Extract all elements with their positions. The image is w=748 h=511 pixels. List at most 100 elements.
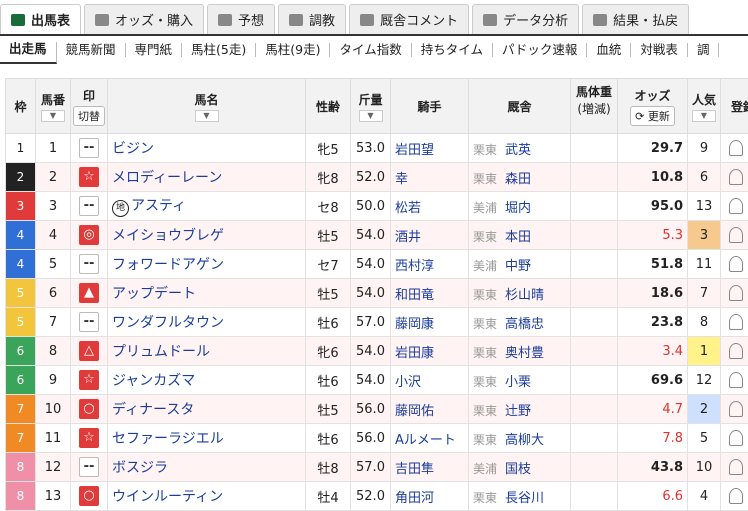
tab[interactable]: 結果・払戻 <box>582 4 689 34</box>
trainer[interactable]: 高橋忠 <box>505 317 544 332</box>
region: 栗東 <box>473 230 497 244</box>
refresh-button[interactable]: ⟳ 更新 <box>630 106 675 126</box>
sub-link[interactable]: 専門紙 <box>126 43 183 57</box>
trainer[interactable]: 堀内 <box>505 201 531 216</box>
register-cell <box>721 308 748 337</box>
horse-name[interactable]: ワンダフルタウン <box>112 315 224 331</box>
horse-name[interactable]: ボスジラ <box>112 460 168 476</box>
mark[interactable]: ☆ <box>79 370 99 390</box>
mark[interactable]: ◎ <box>79 225 99 245</box>
tab[interactable]: オッズ・購入 <box>84 4 204 34</box>
weight: 53.0 <box>351 134 391 163</box>
jockey[interactable]: 岩田望 <box>395 143 434 158</box>
jockey[interactable]: 岩田康 <box>395 346 434 361</box>
sort[interactable]: ▼ <box>359 110 383 122</box>
register-icon[interactable] <box>729 169 743 185</box>
trainer[interactable]: 小栗 <box>505 375 531 390</box>
jockey[interactable]: 吉田隼 <box>395 462 434 477</box>
horse-name[interactable]: アップデート <box>112 286 196 302</box>
horse-name[interactable]: ウインルーティン <box>112 489 223 505</box>
horse-name[interactable]: ジャンカズマ <box>112 373 195 389</box>
jockey[interactable]: 藤岡康 <box>395 317 434 332</box>
trainer[interactable]: 中野 <box>505 259 531 274</box>
tab[interactable]: 調教 <box>278 4 346 34</box>
jockey[interactable]: 小沢 <box>395 375 421 390</box>
tab[interactable]: 出馬表 <box>0 4 81 34</box>
trainer[interactable]: 杉山晴 <box>505 288 544 303</box>
register-icon[interactable] <box>729 227 743 243</box>
toggle-button[interactable]: 切替 <box>73 106 105 126</box>
sort[interactable]: ▼ <box>692 110 716 122</box>
jockey[interactable]: 幸 <box>395 172 408 187</box>
mark[interactable]: -- <box>79 312 99 332</box>
h-weight[interactable]: 斤量▼ <box>351 79 391 134</box>
tab[interactable]: データ分析 <box>472 4 579 34</box>
trainer[interactable]: 武英 <box>505 143 531 158</box>
mark[interactable]: ☆ <box>79 167 99 187</box>
jockey[interactable]: 和田竜 <box>395 288 434 303</box>
trainer[interactable]: 国枝 <box>505 462 531 477</box>
sex-age: 牝8 <box>306 163 351 192</box>
h-pop[interactable]: 人気▼ <box>688 79 721 134</box>
horse-name[interactable]: セファーラジエル <box>112 431 224 447</box>
register-icon[interactable] <box>729 430 743 446</box>
mark[interactable]: △ <box>79 341 99 361</box>
jockey[interactable]: Aルメート <box>395 433 456 448</box>
tab[interactable]: 予想 <box>207 4 275 34</box>
sub-link[interactable]: 馬柱(5走) <box>182 43 256 57</box>
register-icon[interactable] <box>729 256 743 272</box>
horse-name[interactable]: メイショウブレゲ <box>112 228 224 244</box>
jockey[interactable]: 松若 <box>395 201 421 216</box>
register-icon[interactable] <box>729 285 743 301</box>
horse-name[interactable]: ビジン <box>112 141 154 157</box>
register-icon[interactable] <box>729 343 743 359</box>
sub-link[interactable]: 血統 <box>587 43 631 57</box>
jockey[interactable]: 酒井 <box>395 230 421 245</box>
mark[interactable]: ☆ <box>79 428 99 448</box>
h-name[interactable]: 馬名▼ <box>108 79 306 134</box>
sub-link[interactable]: 馬柱(9走) <box>256 43 330 57</box>
register-icon[interactable] <box>729 198 743 214</box>
trainer[interactable]: 本田 <box>505 230 531 245</box>
sort[interactable]: ▼ <box>195 110 219 122</box>
trainer[interactable]: 辻野 <box>505 404 531 419</box>
mark[interactable]: -- <box>79 196 99 216</box>
mark-cell: -- <box>71 308 108 337</box>
sub-link[interactable]: 対戦表 <box>631 43 688 57</box>
jockey[interactable]: 西村淳 <box>395 259 434 274</box>
mark-cell: ☆ <box>71 366 108 395</box>
horse-name[interactable]: メロディーレーン <box>112 170 222 186</box>
sub-link[interactable]: 持ちタイム <box>412 43 493 57</box>
sub-link[interactable]: タイム指数 <box>330 43 411 57</box>
horse-name[interactable]: ディナースタ <box>112 402 194 418</box>
register-icon[interactable] <box>729 140 743 156</box>
tab[interactable]: 厩舎コメント <box>349 4 469 34</box>
horse-name[interactable]: フォワードアゲン <box>112 257 224 273</box>
mark[interactable]: -- <box>79 457 99 477</box>
mark[interactable]: ○ <box>79 399 99 419</box>
horse-name[interactable]: アスティ <box>131 198 186 214</box>
trainer[interactable]: 長谷川 <box>505 491 544 506</box>
h-umaban[interactable]: 馬番▼ <box>36 79 71 134</box>
register-icon[interactable] <box>729 372 743 388</box>
sort[interactable]: ▼ <box>41 110 65 122</box>
trainer[interactable]: 森田 <box>505 172 531 187</box>
sub-link[interactable]: パドック速報 <box>493 43 587 57</box>
mark[interactable]: ▲ <box>79 283 99 303</box>
register-icon[interactable] <box>729 314 743 330</box>
trainer[interactable]: 奥村豊 <box>505 346 544 361</box>
sub-link[interactable]: 競馬新聞 <box>57 43 126 57</box>
mark[interactable]: ○ <box>79 486 99 506</box>
register-icon[interactable] <box>729 459 743 475</box>
sub-link[interactable]: 出走馬 <box>0 42 57 64</box>
register-icon[interactable] <box>729 401 743 417</box>
mark[interactable]: -- <box>79 138 99 158</box>
mark[interactable]: -- <box>79 254 99 274</box>
jockey[interactable]: 藤岡佑 <box>395 404 434 419</box>
horse-name[interactable]: プリュムドール <box>112 344 210 360</box>
register-icon[interactable] <box>729 488 743 504</box>
sub-link[interactable]: 調 <box>688 43 720 57</box>
jockey[interactable]: 角田河 <box>395 491 434 506</box>
trainer[interactable]: 高柳大 <box>505 433 544 448</box>
